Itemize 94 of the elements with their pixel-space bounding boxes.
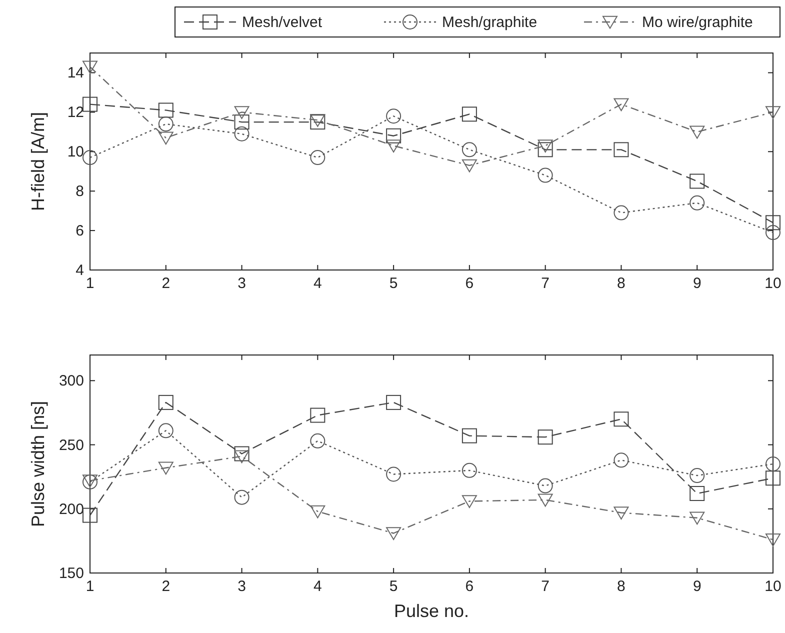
point bbox=[462, 159, 477, 172]
point bbox=[690, 486, 705, 501]
point bbox=[462, 106, 477, 122]
point bbox=[310, 114, 326, 130]
point bbox=[766, 456, 780, 472]
point bbox=[538, 140, 553, 153]
point bbox=[614, 506, 629, 520]
x-tick-label: 1 bbox=[86, 275, 94, 292]
y-tick-label: 250 bbox=[58, 436, 84, 454]
point bbox=[462, 462, 477, 478]
point bbox=[158, 116, 174, 132]
x-tick-label: 2 bbox=[162, 578, 170, 595]
point bbox=[386, 128, 402, 144]
x-tick-label: 2 bbox=[162, 275, 170, 292]
point bbox=[310, 433, 326, 448]
point bbox=[538, 168, 553, 183]
point bbox=[310, 408, 326, 423]
point bbox=[234, 490, 250, 505]
x-tick-label: 3 bbox=[238, 275, 246, 292]
x-tick-label: 8 bbox=[617, 275, 626, 292]
point bbox=[82, 150, 98, 166]
x-tick-label: 7 bbox=[541, 275, 550, 292]
point bbox=[462, 142, 477, 158]
x-tick-label: 7 bbox=[541, 578, 550, 595]
point bbox=[234, 450, 250, 464]
y-tick-label: 10 bbox=[67, 144, 84, 161]
point bbox=[462, 495, 477, 508]
point bbox=[690, 126, 705, 139]
point bbox=[82, 60, 98, 74]
x-axis-title: Pulse no. bbox=[394, 601, 470, 621]
point bbox=[614, 142, 629, 158]
x-tick-label: 10 bbox=[764, 578, 782, 595]
x-tick-label: 10 bbox=[764, 275, 782, 292]
point bbox=[158, 394, 174, 410]
y-tick-label: 8 bbox=[76, 183, 84, 200]
y-tick-label: 200 bbox=[58, 500, 84, 518]
point bbox=[386, 527, 402, 540]
x-tick-label: 5 bbox=[389, 275, 398, 292]
point bbox=[538, 494, 553, 507]
x-tick-label: 9 bbox=[692, 578, 702, 595]
point bbox=[310, 114, 326, 127]
point bbox=[538, 478, 553, 494]
point bbox=[614, 205, 629, 220]
x-tick-label: 9 bbox=[692, 275, 702, 292]
point bbox=[234, 114, 250, 130]
legend-label: Mesh/graphite bbox=[442, 14, 538, 31]
y-tick-label: 6 bbox=[76, 222, 84, 240]
x-tick-label: 6 bbox=[465, 275, 474, 292]
point bbox=[386, 466, 402, 482]
point bbox=[614, 98, 629, 112]
y-tick-label: 150 bbox=[58, 565, 84, 582]
point bbox=[310, 150, 326, 166]
y-tick-label: 12 bbox=[67, 104, 84, 122]
point bbox=[158, 423, 174, 438]
point bbox=[766, 215, 780, 230]
point bbox=[386, 394, 402, 410]
point bbox=[690, 512, 705, 525]
point bbox=[614, 412, 629, 427]
y-axis-title: H-field [A/m] bbox=[28, 112, 48, 212]
x-tick-label: 3 bbox=[238, 578, 246, 595]
x-tick-label: 6 bbox=[465, 578, 474, 595]
point bbox=[538, 430, 553, 445]
point bbox=[690, 174, 705, 189]
legend-label: Mesh/velvet bbox=[242, 14, 323, 31]
point bbox=[766, 106, 780, 119]
point bbox=[310, 505, 326, 518]
x-tick-label: 4 bbox=[313, 578, 322, 595]
point bbox=[234, 126, 250, 142]
point bbox=[158, 102, 174, 118]
point bbox=[690, 468, 705, 484]
point bbox=[538, 142, 553, 158]
point bbox=[82, 96, 98, 112]
x-tick-label: 4 bbox=[313, 275, 322, 292]
point bbox=[462, 428, 477, 444]
point bbox=[766, 534, 780, 546]
point bbox=[158, 132, 174, 145]
point bbox=[766, 225, 780, 240]
point bbox=[82, 508, 98, 523]
legend-label: Mo wire/graphite bbox=[642, 14, 753, 31]
x-tick-label: 1 bbox=[86, 578, 94, 595]
y-tick-label: 300 bbox=[58, 372, 84, 390]
point bbox=[690, 195, 705, 210]
point bbox=[766, 470, 780, 486]
y-tick-label: 14 bbox=[67, 64, 84, 82]
y-axis-title: Pulse width [ns] bbox=[28, 400, 48, 528]
point bbox=[614, 452, 629, 468]
point bbox=[158, 462, 174, 475]
y-tick-label: 4 bbox=[76, 262, 84, 279]
x-tick-label: 5 bbox=[389, 578, 398, 595]
point bbox=[386, 108, 402, 124]
x-tick-label: 8 bbox=[617, 578, 626, 595]
point bbox=[386, 140, 402, 153]
point bbox=[234, 446, 250, 462]
point bbox=[234, 106, 250, 119]
